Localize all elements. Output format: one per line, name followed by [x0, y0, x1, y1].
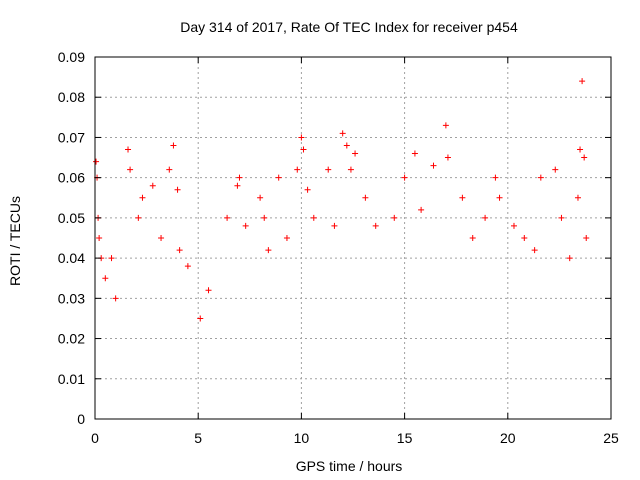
data-point [108, 255, 115, 262]
y-tick-label: 0.01 [58, 371, 85, 387]
y-tick-label: 0.02 [58, 331, 85, 347]
data-point [294, 166, 301, 173]
data-point [176, 247, 183, 254]
data-point [298, 134, 305, 141]
data-point [531, 247, 538, 254]
data-point [558, 214, 565, 221]
data-point [300, 146, 307, 153]
data-point [372, 222, 379, 229]
data-point [339, 130, 346, 137]
plot-frame [94, 56, 612, 420]
data-point [401, 174, 408, 181]
data-point [459, 194, 466, 201]
data-point [125, 146, 132, 153]
data-point [444, 154, 451, 161]
chart-title: Day 314 of 2017, Rate Of TEC Index for r… [180, 19, 518, 35]
data-point [492, 174, 499, 181]
data-point [135, 214, 142, 221]
y-tick-label: 0.07 [58, 129, 85, 145]
x-tick-label: 15 [397, 430, 413, 446]
data-point [149, 182, 156, 189]
y-tick-label: 0.08 [58, 89, 85, 105]
data-point [184, 263, 191, 270]
y-tick-label: 0 [77, 411, 85, 427]
x-tick-label: 20 [500, 430, 516, 446]
data-point [577, 146, 584, 153]
data-point [411, 150, 418, 157]
data-point [510, 222, 517, 229]
data-point [93, 158, 100, 165]
data-point [391, 214, 398, 221]
data-point [418, 206, 425, 213]
data-point [583, 235, 590, 241]
data-point [112, 295, 119, 302]
y-tick-label: 0.05 [58, 210, 85, 226]
data-point [310, 214, 317, 221]
data-point [579, 78, 586, 85]
axis-ticks [94, 56, 612, 420]
data-point [197, 315, 204, 322]
data-point [442, 122, 449, 129]
data-point [521, 235, 528, 241]
data-point [304, 186, 311, 193]
data-point [102, 275, 109, 282]
x-tick-labels: 0 5 10 15 20 25 [91, 430, 619, 446]
data-point [574, 194, 581, 201]
data-point [224, 214, 231, 221]
data-point [96, 235, 103, 241]
data-point [234, 182, 241, 189]
x-tick-label: 0 [91, 430, 99, 446]
y-tick-label: 0.06 [58, 170, 85, 186]
y-tick-label: 0.04 [58, 250, 85, 266]
data-point [127, 166, 134, 173]
grid-lines [95, 57, 611, 419]
y-tick-label: 0.03 [58, 290, 85, 306]
data-point [257, 194, 264, 201]
x-axis-label: GPS time / hours [296, 458, 403, 474]
data-point [205, 287, 212, 294]
data-point [283, 235, 290, 241]
data-point [566, 255, 573, 262]
data-point [170, 142, 177, 149]
data-point [496, 194, 503, 201]
data-point [347, 166, 354, 173]
data-point [261, 214, 268, 221]
data-point [430, 162, 437, 169]
data-point [275, 174, 282, 181]
data-point [552, 166, 559, 173]
y-axis-label: ROTI / TECUs [7, 196, 23, 286]
data-point [362, 194, 369, 201]
data-point [331, 222, 338, 229]
data-point [469, 235, 476, 241]
data-point [158, 235, 165, 241]
x-tick-label: 10 [294, 430, 310, 446]
data-point [139, 194, 146, 201]
data-point [236, 174, 243, 181]
data-point [166, 166, 173, 173]
data-point [343, 142, 350, 149]
y-tick-label: 0.09 [58, 49, 85, 65]
data-point [537, 174, 544, 181]
x-tick-label: 5 [194, 430, 202, 446]
data-point [352, 150, 359, 157]
data-point [174, 186, 181, 193]
data-point [265, 247, 272, 254]
data-points [93, 78, 590, 322]
data-point [581, 154, 588, 161]
data-point [242, 222, 249, 229]
data-point [325, 166, 332, 173]
data-point [482, 214, 489, 221]
x-tick-label: 25 [603, 430, 619, 446]
y-tick-labels: 0 0.01 0.02 0.03 0.04 0.05 0.06 0.07 0.08 0.09 [58, 49, 85, 427]
